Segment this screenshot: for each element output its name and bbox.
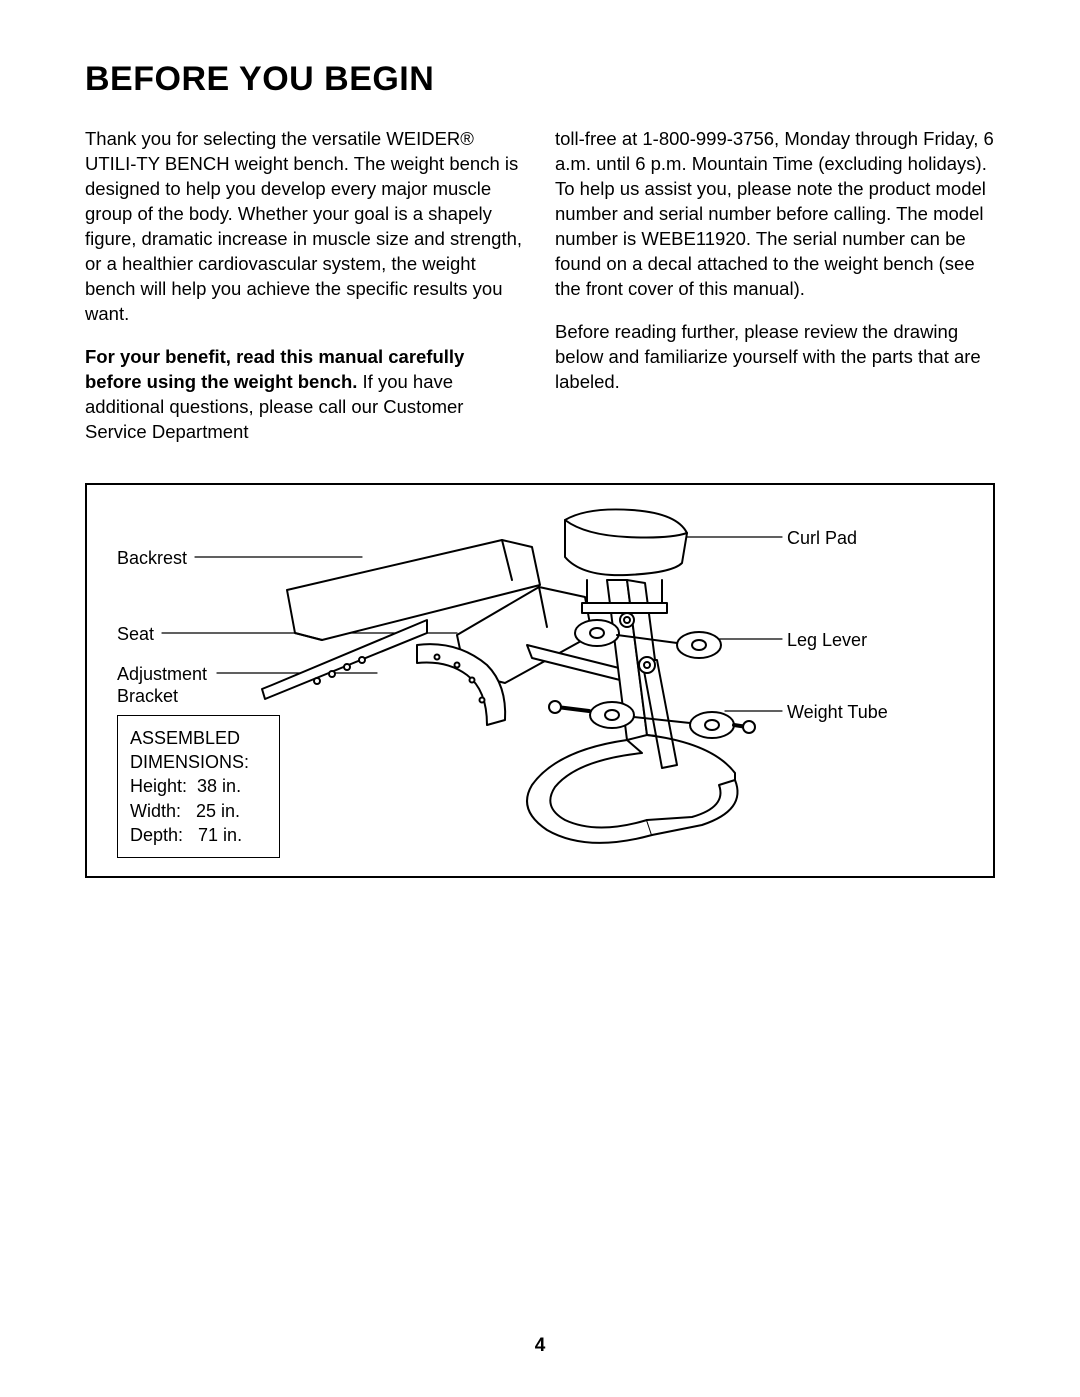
column-right: toll-free at 1-800-999-3756, Monday thro… — [555, 127, 995, 463]
diagram-container: Backrest Seat AdjustmentBracket Curl Pad… — [85, 483, 995, 878]
col2-para1: toll-free at 1-800-999-3756, Monday thro… — [555, 127, 995, 302]
page-number: 4 — [0, 1335, 1080, 1357]
col1-para1: Thank you for selecting the versatile WE… — [85, 127, 525, 327]
body-columns: Thank you for selecting the versatile WE… — [85, 127, 995, 463]
page: BEFORE YOU BEGIN Thank you for selecting… — [0, 0, 1080, 1397]
col2-para2: Before reading further, please review th… — [555, 320, 995, 395]
col1-para2: For your benefit, read this manual caref… — [85, 345, 525, 445]
column-left: Thank you for selecting the versatile WE… — [85, 127, 525, 463]
bench-illustration — [87, 485, 993, 880]
page-title: BEFORE YOU BEGIN — [85, 60, 995, 99]
